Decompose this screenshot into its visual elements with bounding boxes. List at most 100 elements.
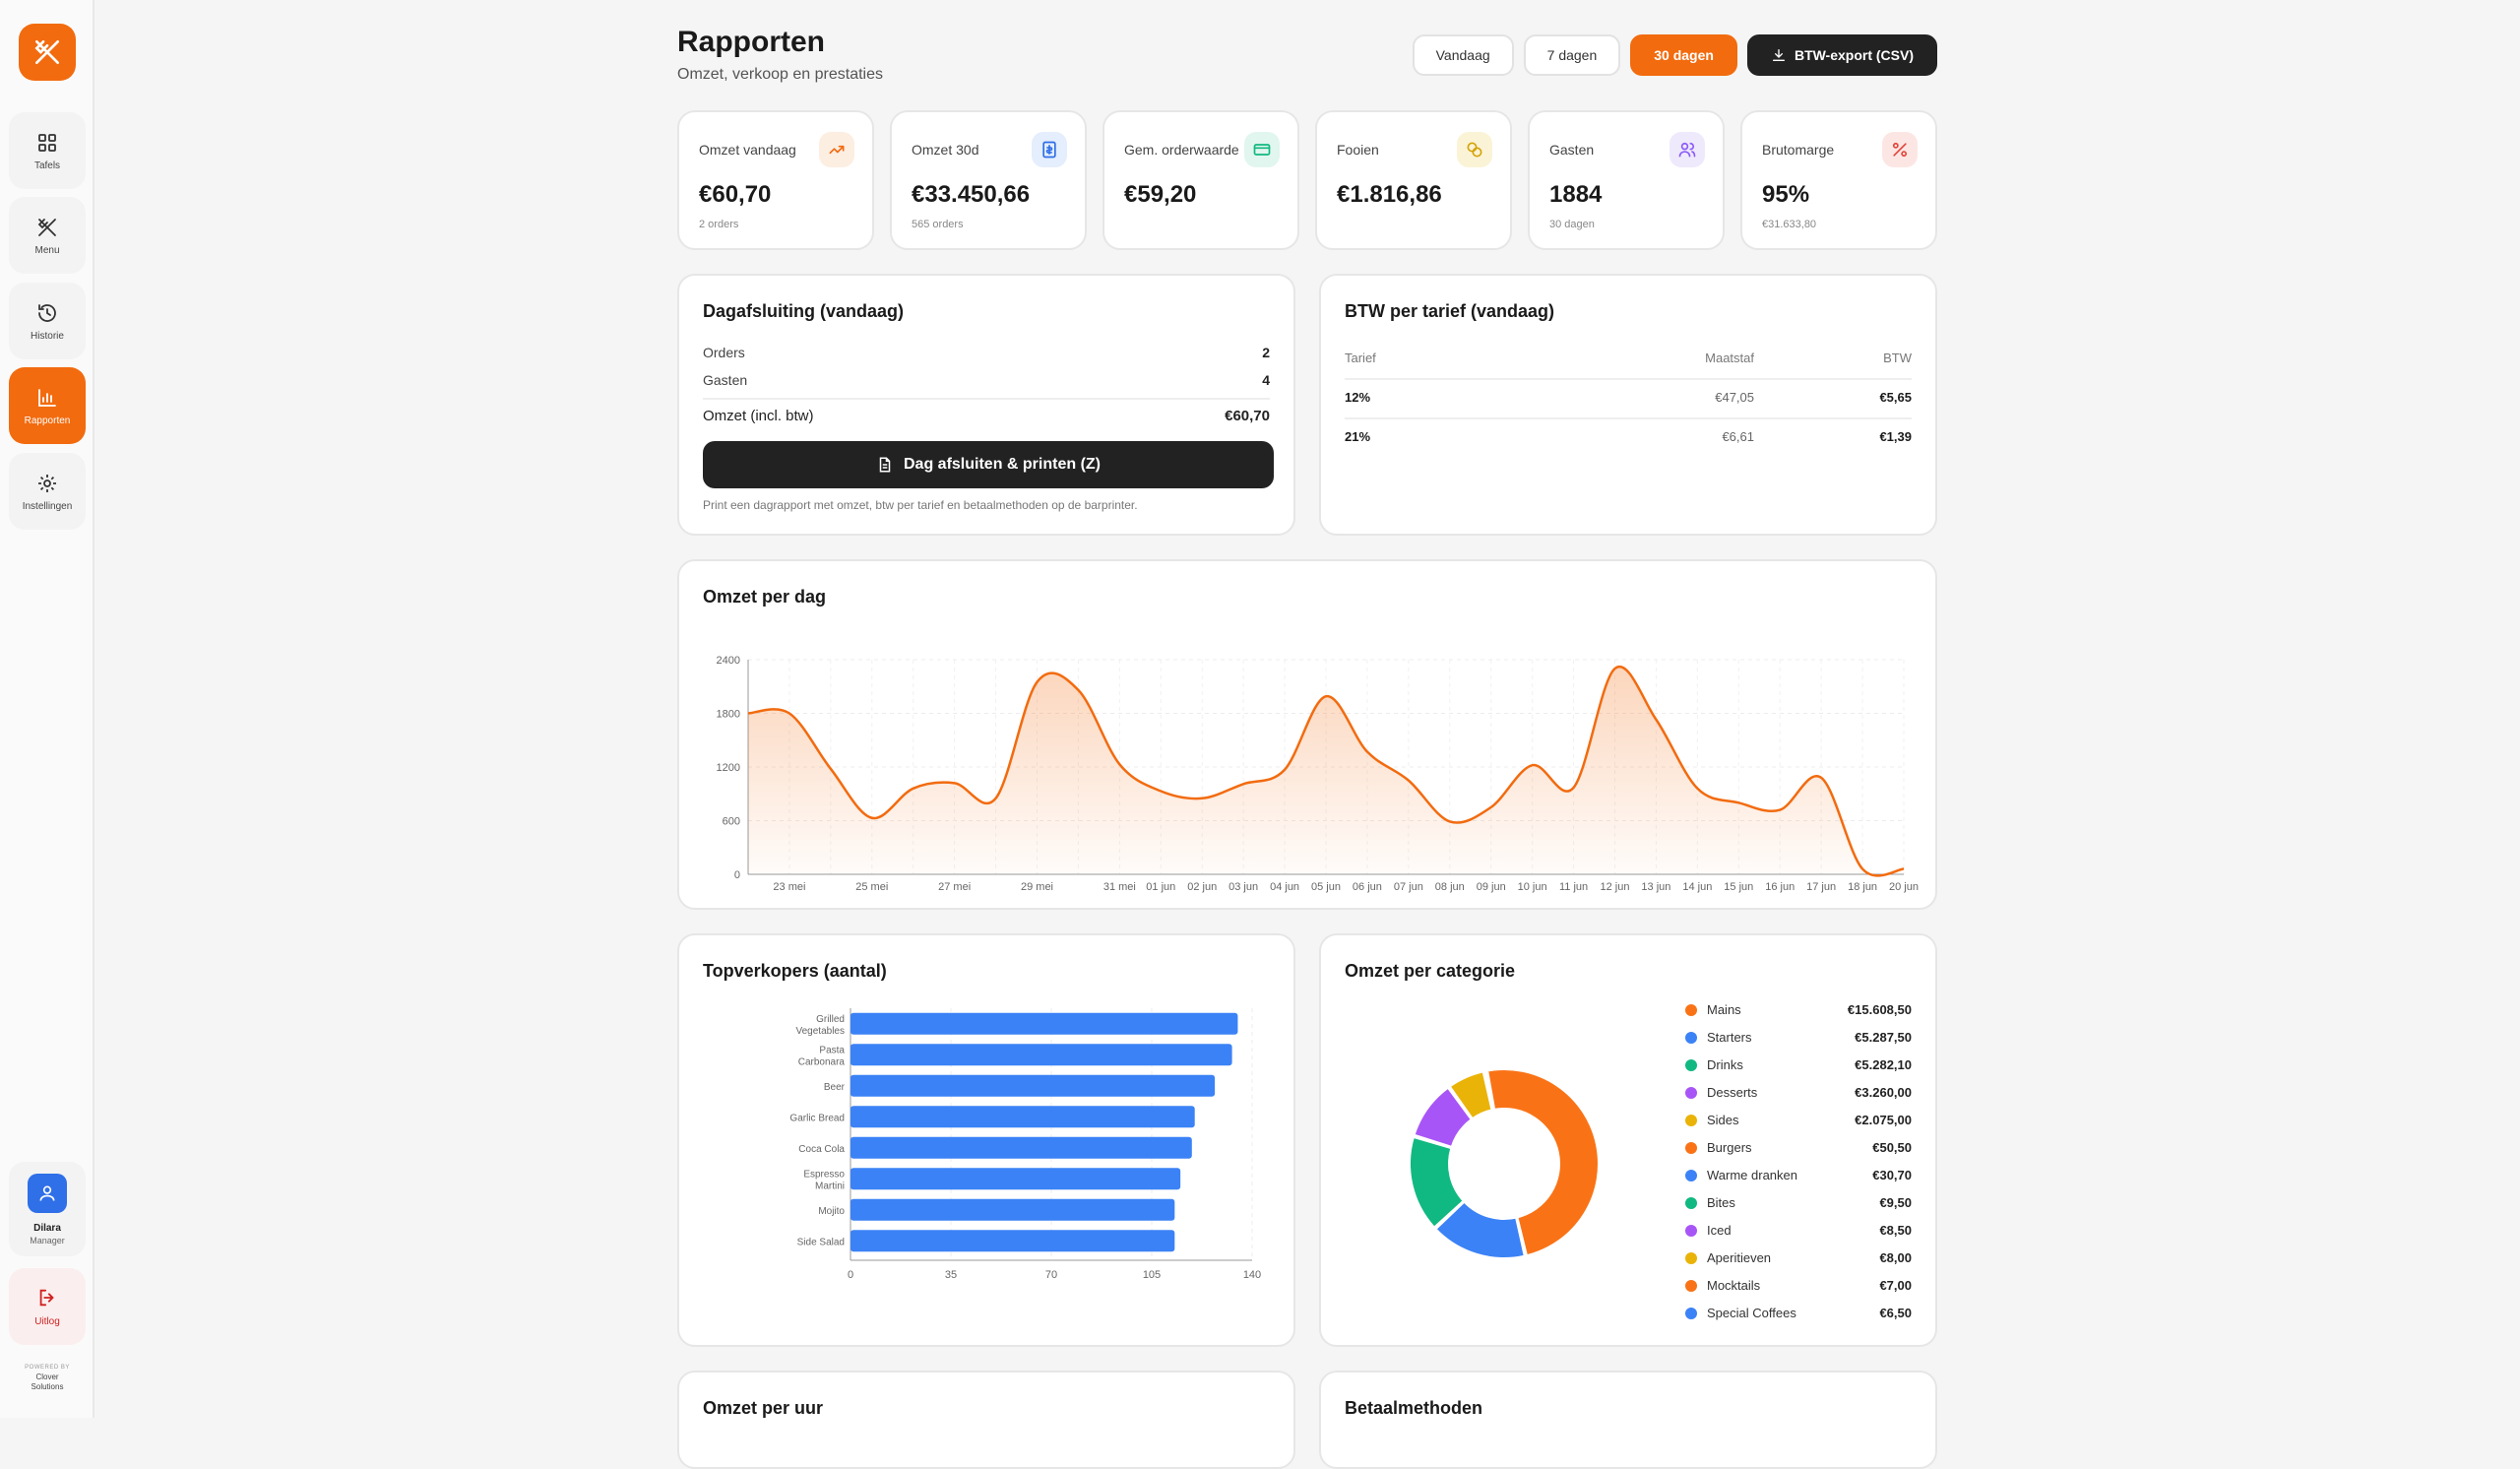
- trend-up-icon: [829, 145, 845, 155]
- legend-amount: €30,70: [1872, 1168, 1912, 1182]
- y-tick-label: Espresso: [803, 1169, 845, 1180]
- btw-header-maatstaf: Maatstaf: [1705, 351, 1754, 365]
- x-tick-label: 02 jun: [1187, 881, 1217, 893]
- pie-slice: [1485, 1068, 1600, 1257]
- sidebar-item-historie[interactable]: Historie: [9, 283, 86, 359]
- area-fill: [748, 667, 1904, 876]
- download-icon: [1772, 49, 1785, 61]
- user-icon: [39, 1185, 55, 1201]
- kpi-label: Omzet vandaag: [699, 142, 796, 158]
- legend-dot: [1685, 1169, 1697, 1182]
- btw-export-button[interactable]: BTW-export (CSV): [1746, 34, 1937, 76]
- pie-slice: [1409, 1135, 1466, 1230]
- sidebar-item-menu[interactable]: Menu: [9, 197, 86, 274]
- legend-dot: [1685, 1058, 1697, 1071]
- range-7-dagen-button[interactable]: 7 dagen: [1523, 34, 1621, 76]
- x-tick-label: 0: [848, 1269, 853, 1281]
- sidebar-item-label: Rapporten: [24, 415, 71, 426]
- sidebar-item-label: Instellingen: [22, 500, 73, 512]
- legend-dot: [1685, 1031, 1697, 1044]
- user-profile[interactable]: Dilara Manager: [9, 1162, 86, 1256]
- legend-amount: €6,50: [1879, 1306, 1912, 1320]
- kpi-label: Gasten: [1549, 142, 1595, 158]
- x-tick-label: 08 jun: [1435, 881, 1465, 893]
- legend-item: Mocktails €7,00: [1685, 1278, 1912, 1293]
- kpi-value: €60,70: [699, 181, 772, 208]
- logout-button[interactable]: Uitlog: [9, 1268, 86, 1345]
- kpi-card: Gasten 1884 30 dagen: [1528, 110, 1725, 250]
- x-tick-label: 16 jun: [1765, 881, 1795, 893]
- sidebar-item-tafels[interactable]: Tafels: [9, 112, 86, 189]
- kpi-card: Omzet vandaag €60,70 2 orders: [677, 110, 874, 250]
- omzet-per-categorie-title: Omzet per categorie: [1345, 961, 1516, 981]
- utensils-icon: [37, 218, 56, 236]
- btw-title: BTW per tarief (vandaag): [1345, 301, 1555, 321]
- kpi-sub: €31.633,80: [1762, 219, 1817, 230]
- bar: [850, 1198, 1175, 1221]
- omzet-per-categorie-card: Omzet per categorie Mains €15.608,50 Start…: [1319, 933, 1937, 1347]
- divider: [1345, 417, 1912, 419]
- document-icon: [879, 457, 891, 473]
- kpi-icon-wrap: [1032, 132, 1067, 167]
- y-tick-label: Vegetables: [796, 1026, 846, 1037]
- kpi-icon-wrap: [1882, 132, 1918, 167]
- user-role: Manager: [30, 1236, 65, 1245]
- legend-item: Desserts €3.260,00: [1685, 1085, 1912, 1100]
- orders-label: Orders: [703, 345, 745, 360]
- user-name: Dilara: [33, 1223, 61, 1234]
- kpi-label: Gem. orderwaarde: [1124, 142, 1239, 158]
- omzet-per-categorie-chart: [1409, 1068, 1600, 1259]
- kpi-value: €59,20: [1124, 181, 1197, 208]
- series-line: [747, 665, 1905, 877]
- y-tick-label: Coca Cola: [798, 1144, 845, 1155]
- dag-afsluiten-button[interactable]: Dag afsluiten & printen (Z): [703, 441, 1274, 488]
- legend-dot: [1685, 1114, 1697, 1126]
- orders-value: 2: [1262, 345, 1270, 360]
- y-tick-label: 1800: [717, 709, 740, 721]
- btw-header-tarief: Tarief: [1345, 351, 1376, 365]
- legend-amount: €7,00: [1879, 1278, 1912, 1293]
- x-tick-label: 01 jun: [1146, 881, 1175, 893]
- legend-amount: €5.287,50: [1855, 1030, 1912, 1045]
- y-tick-label: Mojito: [818, 1206, 845, 1217]
- kpi-card: Brutomarge 95% €31.633,80: [1740, 110, 1937, 250]
- legend-item: Special Coffees €6,50: [1685, 1306, 1912, 1320]
- x-tick-label: 105: [1143, 1269, 1161, 1281]
- legend-item: Aperitieven €8,00: [1685, 1250, 1912, 1265]
- legend-dot: [1685, 1307, 1697, 1319]
- sidebar-item-instellingen[interactable]: Instellingen: [9, 453, 86, 530]
- bar: [850, 1012, 1238, 1035]
- x-tick-label: 11 jun: [1559, 881, 1588, 893]
- kpi-card: Gem. orderwaarde €59,20: [1102, 110, 1299, 250]
- gasten-row: Gasten 4: [703, 372, 1270, 388]
- x-tick-label: 20 jun: [1889, 881, 1919, 893]
- legend-label: Mocktails: [1707, 1278, 1761, 1293]
- sidebar-item-rapporten[interactable]: Rapporten: [9, 367, 86, 444]
- x-tick-label: 25 mei: [855, 881, 888, 893]
- x-tick-label: 23 mei: [773, 881, 805, 893]
- legend-amount: €9,50: [1879, 1195, 1912, 1210]
- bar: [850, 1074, 1216, 1097]
- app-logo[interactable]: [19, 24, 76, 81]
- x-tick-label: 05 jun: [1311, 881, 1341, 893]
- kpi-label: Brutomarge: [1762, 142, 1835, 158]
- legend-label: Starters: [1707, 1030, 1752, 1045]
- powered-by: POWERED BY Clover Solutions: [0, 1363, 94, 1392]
- logout-icon: [39, 1289, 54, 1306]
- kpi-value: 95%: [1762, 181, 1810, 208]
- range-30-dagen-button[interactable]: 30 dagen: [1630, 34, 1737, 76]
- company-name-2: Solutions: [31, 1382, 64, 1391]
- legend-amount: €50,50: [1872, 1140, 1912, 1155]
- y-tick-label: Beer: [824, 1082, 846, 1093]
- range-vandaag-button[interactable]: Vandaag: [1412, 34, 1514, 76]
- x-tick-label: 18 jun: [1848, 881, 1877, 893]
- dagafsluiting-card: Dagafsluiting (vandaag) Orders 2 Gasten …: [677, 274, 1295, 536]
- legend-dot: [1685, 1251, 1697, 1264]
- omzet-per-dag-title: Omzet per dag: [703, 587, 827, 607]
- legend-label: Sides: [1707, 1113, 1739, 1127]
- kpi-label: Omzet 30d: [912, 142, 979, 158]
- kpi-icon-wrap: [1457, 132, 1492, 167]
- orders-row: Orders 2: [703, 345, 1270, 360]
- logout-label: Uitlog: [34, 1315, 60, 1327]
- omzet-per-uur-title: Omzet per uur: [703, 1398, 824, 1418]
